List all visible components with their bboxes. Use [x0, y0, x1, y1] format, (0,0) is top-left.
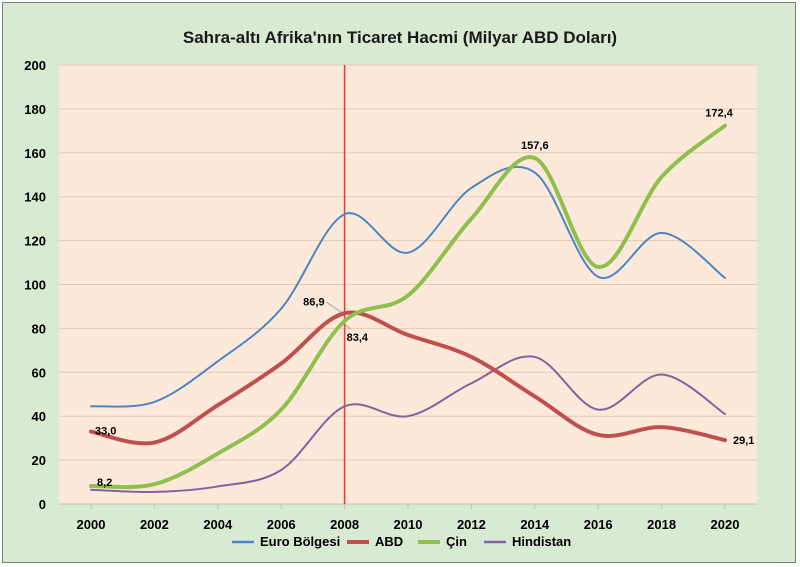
x-tick-label: 2000 — [77, 517, 106, 532]
data-label: 33,0 — [95, 426, 116, 438]
data-label: 8,2 — [97, 477, 112, 489]
data-label: 29,1 — [733, 435, 754, 447]
x-tick-label: 2002 — [140, 517, 169, 532]
data-label: 86,9 — [303, 296, 324, 308]
y-tick-label: 180 — [24, 102, 46, 117]
legend: Euro Bölgesi ABD Çin Hindistan — [232, 534, 571, 549]
legend-label-abd: ABD — [375, 534, 403, 549]
series-line-euro-b-lgesi — [90, 165, 726, 408]
y-tick-label: 140 — [24, 190, 46, 205]
legend-label--in: Çin — [446, 534, 467, 549]
x-tick-label: 2010 — [394, 517, 423, 532]
y-tick-label: 120 — [24, 234, 46, 249]
x-tick-label: 2016 — [584, 517, 613, 532]
x-tick-label: 2004 — [203, 517, 233, 532]
gridlines — [59, 64, 757, 461]
series-lines — [89, 123, 727, 494]
legend-label-euro-b-lgesi: Euro Bölgesi — [260, 534, 340, 549]
y-tick-label: 60 — [32, 365, 46, 380]
legend-label-hindistan: Hindistan — [512, 534, 571, 549]
series-line--in — [89, 123, 727, 490]
data-label: 83,4 — [347, 332, 369, 344]
y-tick-label: 20 — [32, 453, 46, 468]
axes: 0 20 40 60 80 100 120 140 160 180 200 2000 2002 2004 2… — [24, 58, 757, 532]
y-tick-label: 160 — [24, 146, 46, 161]
y-tick-label: 0 — [39, 497, 46, 512]
x-tick-label: 2008 — [330, 517, 359, 532]
chart-title: Sahra-altı Afrika'nın Ticaret Hacmi (Mil… — [183, 28, 617, 47]
y-tick-label: 200 — [24, 58, 46, 73]
data-labels: 33,0 8,2 86,9 83,4 157,6 172,4 29,1 — [95, 108, 754, 489]
data-label: 172,4 — [705, 108, 733, 120]
x-tick-label: 2006 — [267, 517, 296, 532]
leader-line — [342, 322, 351, 330]
x-tick-label: 2020 — [711, 517, 740, 532]
x-tick-label: 2018 — [647, 517, 676, 532]
data-label: 157,6 — [521, 140, 549, 152]
series-line-abd — [89, 310, 727, 446]
x-tick-label: 2014 — [520, 517, 550, 532]
x-tick-label: 2012 — [457, 517, 486, 532]
y-tick-label: 100 — [24, 278, 46, 293]
y-tick-label: 80 — [32, 321, 46, 336]
leader-line — [326, 301, 342, 313]
series-line-hindistan — [90, 355, 726, 494]
y-tick-label: 40 — [32, 409, 46, 424]
